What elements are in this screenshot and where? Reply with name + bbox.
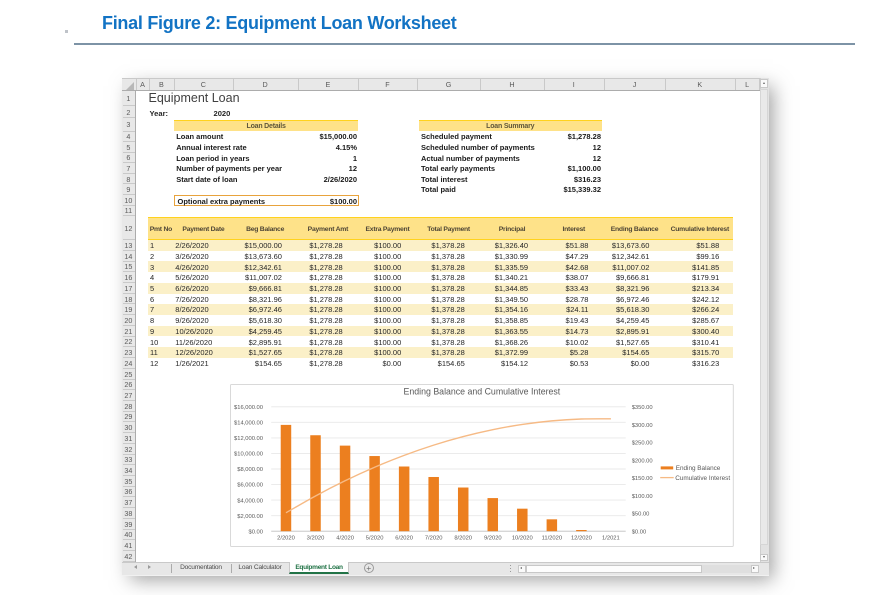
svg-text:$0.00: $0.00 — [248, 530, 262, 536]
svg-text:$50.00: $50.00 — [631, 512, 649, 518]
svg-text:$150.00: $150.00 — [631, 476, 652, 482]
svg-text:$200.00: $200.00 — [631, 458, 652, 464]
svg-text:3/2020: 3/2020 — [306, 535, 324, 541]
svg-text:6/2020: 6/2020 — [395, 535, 413, 541]
svg-text:$350.00: $350.00 — [631, 405, 652, 411]
svg-text:2/2020: 2/2020 — [277, 535, 295, 541]
svg-text:11/2020: 11/2020 — [541, 535, 561, 541]
svg-text:8/2020: 8/2020 — [454, 535, 472, 541]
svg-text:4/2020: 4/2020 — [336, 535, 354, 541]
svg-text:7/2020: 7/2020 — [425, 535, 443, 541]
svg-text:12/2020: 12/2020 — [571, 535, 592, 541]
svg-text:$16,000.00: $16,000.00 — [234, 405, 263, 411]
svg-text:$4,000.00: $4,000.00 — [237, 498, 263, 504]
svg-text:$0.00: $0.00 — [631, 530, 645, 536]
svg-text:Cumulative Interest: Cumulative Interest — [675, 475, 730, 482]
svg-text:$300.00: $300.00 — [631, 423, 652, 429]
svg-text:5/2020: 5/2020 — [366, 535, 384, 541]
svg-text:1/2021: 1/2021 — [602, 535, 620, 541]
svg-text:$6,000.00: $6,000.00 — [237, 483, 263, 489]
svg-text:$14,000.00: $14,000.00 — [234, 421, 263, 427]
svg-text:Ending Balance and Cumulative: Ending Balance and Cumulative Interest — [403, 387, 560, 397]
svg-text:$12,000.00: $12,000.00 — [234, 436, 263, 442]
svg-text:$100.00: $100.00 — [631, 494, 652, 500]
svg-text:$250.00: $250.00 — [631, 441, 652, 447]
svg-text:10/2020: 10/2020 — [512, 535, 533, 541]
svg-text:Ending Balance: Ending Balance — [675, 465, 720, 472]
svg-text:$10,000.00: $10,000.00 — [234, 452, 263, 458]
svg-text:$2,000.00: $2,000.00 — [237, 514, 263, 520]
svg-text:9/2020: 9/2020 — [484, 535, 502, 541]
svg-text:$8,000.00: $8,000.00 — [237, 467, 263, 473]
